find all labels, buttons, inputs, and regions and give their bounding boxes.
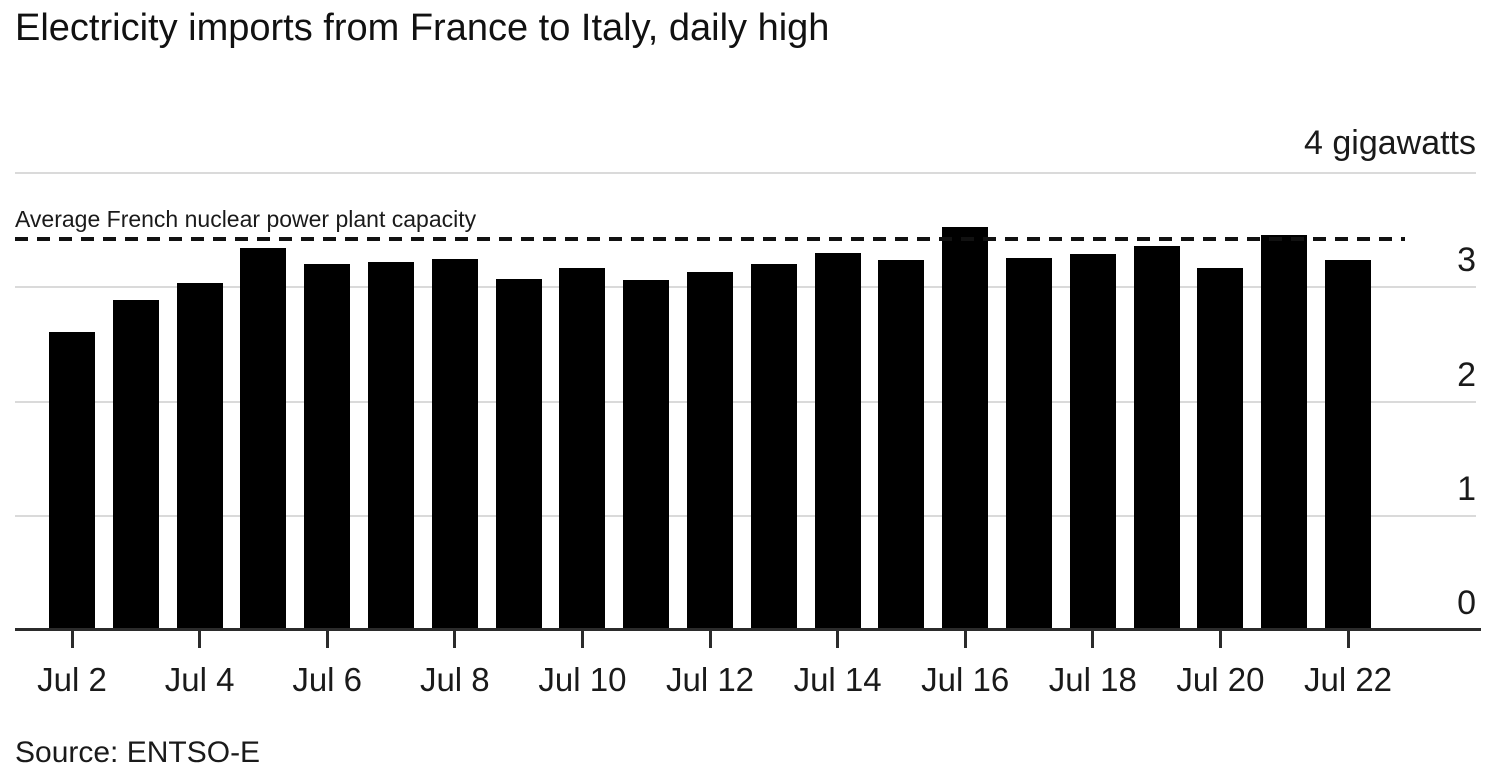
y-axis-unit-label: 4 gigawatts	[1304, 124, 1476, 162]
gridline-y-2	[15, 400, 1476, 403]
x-tick-mark-jul-6	[325, 631, 329, 648]
bar-jul-7	[368, 262, 414, 630]
x-tick-mark-jul-18	[1091, 631, 1095, 648]
bar-jul-5	[240, 248, 287, 630]
gridline-y-1	[15, 514, 1476, 517]
reference-line	[15, 237, 1405, 242]
bar-jul-2	[49, 331, 95, 630]
x-tick-mark-jul-20	[1218, 631, 1222, 648]
bar-jul-11	[623, 280, 670, 630]
bar-jul-15	[878, 259, 925, 630]
bar-jul-13	[750, 264, 797, 630]
x-tick-mark-jul-12	[708, 631, 712, 648]
bar-jul-19	[1133, 246, 1180, 630]
bar-jul-22	[1325, 259, 1371, 630]
x-tick-label-jul-20: Jul 20	[1176, 661, 1265, 698]
x-tick-mark-jul-16	[963, 631, 967, 648]
y-tick-label-3: 3	[1457, 241, 1476, 280]
bar-jul-12	[687, 272, 733, 630]
x-tick-label-jul-4: Jul 4	[164, 661, 235, 698]
reference-line-label: Average French nuclear power plant capac…	[15, 206, 477, 233]
x-tick-label-jul-8: Jul 8	[419, 661, 490, 698]
chart-title: Electricity imports from France to Italy…	[15, 7, 830, 49]
bar-jul-20	[1197, 267, 1244, 630]
bar-jul-3	[112, 299, 159, 630]
x-tick-mark-jul-22	[1346, 631, 1350, 648]
bar-jul-16	[942, 226, 989, 630]
x-tick-mark-jul-4	[198, 631, 202, 648]
x-tick-label-jul-18: Jul 18	[1048, 661, 1137, 698]
bar-jul-21	[1261, 234, 1308, 630]
y-tick-label-1: 1	[1457, 469, 1476, 508]
bar-jul-18	[1069, 254, 1116, 630]
gridline-y-4	[15, 172, 1476, 174]
bar-jul-8	[431, 258, 478, 630]
x-tick-label-jul-12: Jul 12	[665, 661, 755, 698]
bar-jul-10	[559, 267, 606, 630]
source-label: Source: ENTSO-E	[15, 736, 261, 769]
gridline-y-3	[15, 286, 1476, 289]
bar-jul-6	[304, 264, 351, 630]
x-tick-label-jul-2: Jul 2	[37, 661, 107, 698]
bar-jul-17	[1006, 257, 1052, 630]
bar-jul-9	[495, 279, 542, 630]
x-tick-label-jul-10: Jul 10	[538, 661, 627, 698]
bar-jul-4	[176, 282, 223, 630]
x-tick-label-jul-6: Jul 6	[292, 661, 363, 698]
x-tick-label-jul-14: Jul 14	[793, 661, 882, 698]
x-tick-label-jul-22: Jul 22	[1303, 661, 1393, 698]
x-tick-mark-jul-14	[836, 631, 840, 648]
y-tick-label-0: 0	[1457, 584, 1476, 622]
x-tick-label-jul-16: Jul 16	[921, 661, 1010, 698]
x-tick-mark-jul-10	[580, 631, 584, 648]
x-tick-mark-jul-8	[453, 631, 457, 648]
y-tick-label-2: 2	[1457, 355, 1476, 394]
bar-jul-14	[814, 252, 861, 630]
x-axis-line	[15, 628, 1481, 631]
x-tick-mark-jul-2	[70, 631, 74, 648]
